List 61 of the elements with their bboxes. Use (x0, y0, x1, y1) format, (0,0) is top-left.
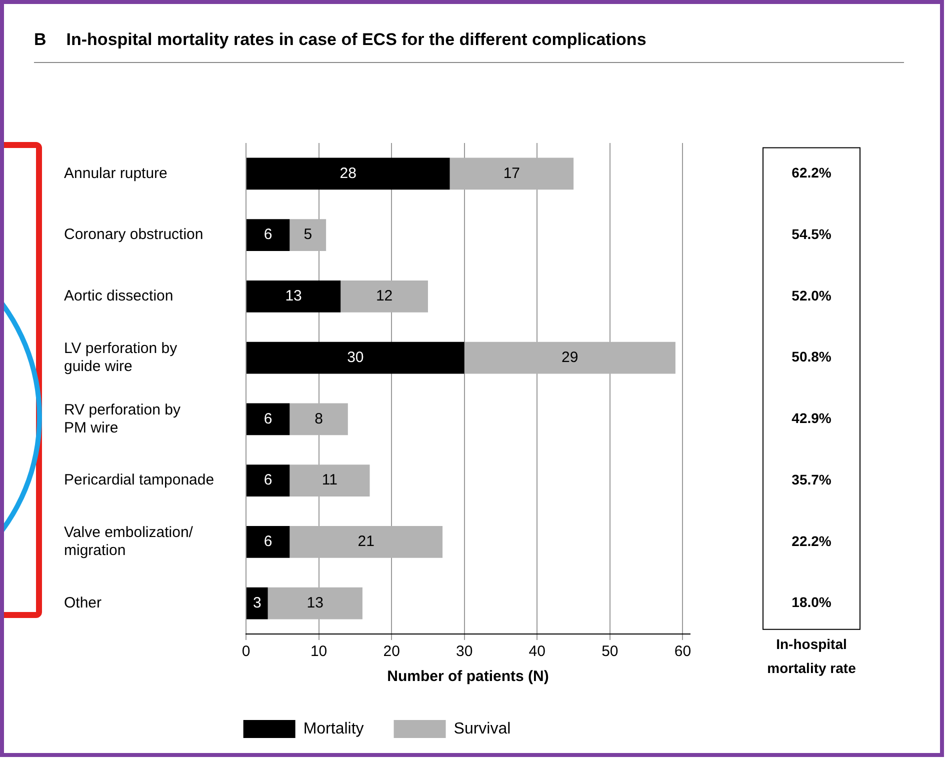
bar (290, 526, 443, 558)
data-label: 17 (503, 164, 520, 182)
bar (290, 464, 370, 497)
x-tick-label: 30 (456, 643, 473, 660)
bar (246, 403, 290, 436)
data-label: 12 (376, 288, 393, 305)
y-tick-label: Aortic dissection (64, 288, 174, 305)
data-label: 6 (264, 533, 272, 550)
bar (246, 342, 464, 374)
text: B (34, 30, 46, 49)
y-tick-label: LV perforation by guide wire (64, 340, 178, 375)
bar (246, 587, 268, 620)
bar (290, 219, 326, 252)
x-tick-label: 60 (674, 643, 692, 660)
data-label: 5 (304, 226, 312, 244)
y-tick-label: Coronary obstruction (64, 226, 204, 244)
bar (246, 526, 290, 558)
data-label: 28 (340, 164, 356, 182)
data-label: 8 (314, 410, 323, 428)
x-axis-title: Number of patients (N) (387, 668, 549, 686)
bar (246, 158, 450, 190)
data-label: 21 (358, 533, 374, 550)
bar (246, 219, 290, 252)
x-tick-label: 10 (310, 643, 328, 660)
data-label: 6 (264, 226, 272, 244)
text: In-hospital mortality rate (767, 636, 856, 676)
data-label: 29 (562, 348, 578, 366)
text: 22.2% (792, 532, 832, 549)
data-label: 13 (306, 594, 324, 612)
bar (290, 403, 348, 436)
x-tick-label: 40 (528, 643, 546, 660)
y-tick-label: Annular rupture (64, 164, 168, 182)
x-tick-label: 0 (242, 643, 250, 660)
bar (246, 464, 290, 497)
data-label: 30 (347, 348, 364, 366)
chart-title: In-hospital mortality rates in case of ECS for the different complications (66, 30, 646, 49)
bar (340, 280, 428, 312)
x-tick-label: 20 (383, 643, 400, 660)
bar (450, 158, 574, 190)
y-tick-label: Other (64, 594, 102, 612)
text: 62.2% (792, 164, 832, 181)
text: 18.0% (792, 594, 832, 610)
data-label: 13 (285, 288, 302, 305)
data-label: 11 (322, 472, 338, 489)
bar (464, 342, 676, 374)
y-tick-label: RV perforation by PM wire (64, 401, 181, 436)
data-label: 3 (252, 594, 262, 612)
text: 42.9% (792, 410, 832, 426)
text: 54.5% (792, 226, 832, 242)
bar (246, 280, 341, 312)
x-tick-label: 50 (602, 643, 618, 660)
text: 52.0% (792, 287, 832, 304)
bar (268, 587, 362, 620)
y-tick-label: Pericardial tamponade (64, 472, 214, 489)
y-tick-label: Valve embolization/ migration (64, 524, 194, 560)
legend-label: Mortality (303, 720, 364, 738)
text: 50.8% (792, 348, 832, 365)
legend-label: Survival (454, 720, 511, 738)
data-label: 6 (264, 410, 272, 428)
data-label: 6 (264, 472, 272, 489)
text: 35.7% (792, 471, 832, 488)
